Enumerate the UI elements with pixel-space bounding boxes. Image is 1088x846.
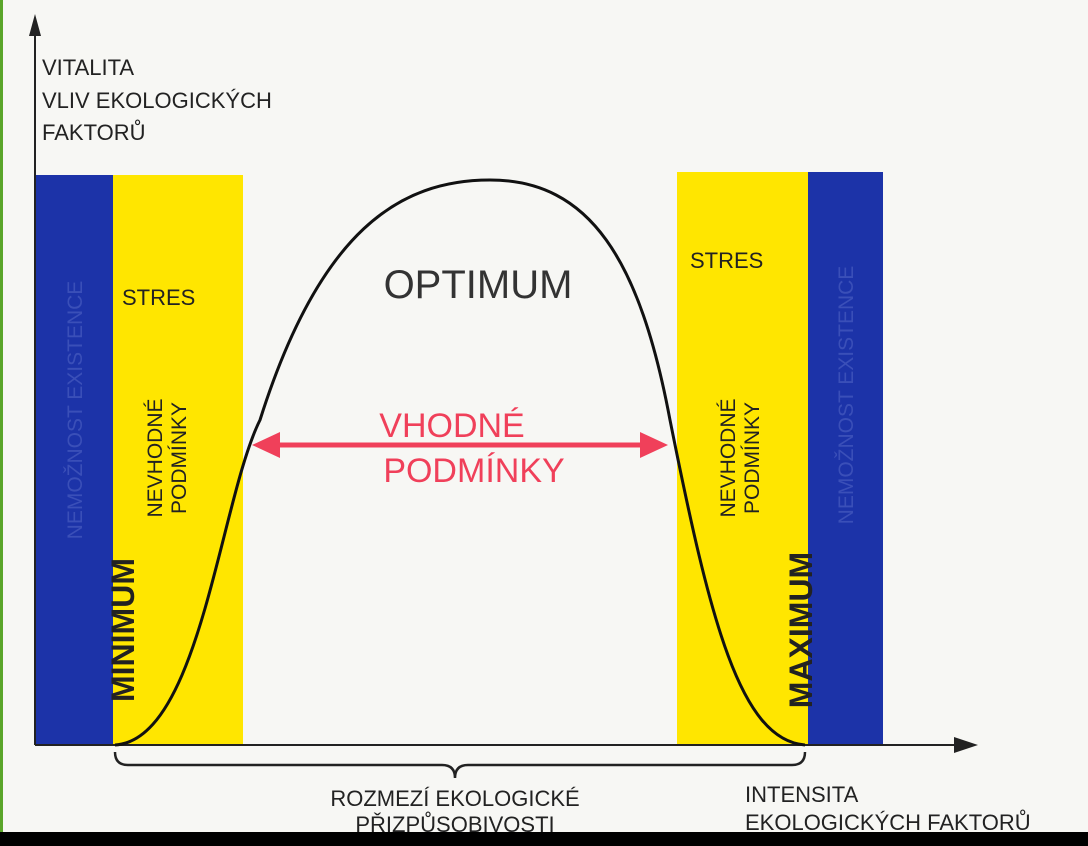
stress-label: STRES: [122, 285, 195, 310]
x-axis-label: EKOLOGICKÝCH FAKTORŮ: [745, 810, 1031, 835]
unsuitable-label: PODMÍNKY: [741, 402, 764, 514]
range-arrow-left: [252, 432, 280, 458]
right-yellow-band: [677, 172, 808, 745]
right-blue-band: [808, 172, 883, 745]
tolerance-brace: [113, 751, 807, 779]
unsuitable-label: NEVHODNÉ: [717, 398, 740, 517]
unsuitable-label: PODMÍNKY: [168, 402, 191, 514]
left-yellow-band: [113, 175, 243, 745]
minimum-label: MINIMUM: [105, 558, 141, 702]
y-axis-label: VITALITA: [42, 55, 134, 80]
y-axis-label: FAKTORŮ: [42, 120, 146, 145]
no-existence-label: NEMOŽNOST EXISTENCE: [64, 281, 87, 540]
stress-label: STRES: [690, 248, 763, 273]
y-arrow: [29, 14, 41, 36]
left-blue-band: [35, 175, 113, 745]
tolerance-label: PŘIZPŮSOBIVOSTI: [355, 812, 554, 837]
x-arrow: [954, 737, 978, 753]
tolerance-label: ROZMEZÍ EKOLOGICKÉ: [330, 786, 579, 811]
range-label: VHODNÉ: [379, 407, 524, 445]
edge-stripe: [0, 0, 3, 832]
optimum-label: OPTIMUM: [384, 263, 573, 307]
y-axis-label: VLIV EKOLOGICKÝCH: [42, 88, 272, 113]
maximum-label: MAXIMUM: [783, 552, 819, 708]
tolerance-curve: [114, 178, 806, 747]
range-label: PODMÍNKY: [383, 452, 564, 490]
range-arrow-right: [640, 432, 668, 458]
x-axis-label: INTENSITA: [745, 782, 859, 807]
bottom-bar: [0, 832, 1088, 846]
no-existence-label: NEMOŽNOST EXISTENCE: [835, 266, 858, 525]
unsuitable-label: NEVHODNÉ: [144, 398, 167, 517]
